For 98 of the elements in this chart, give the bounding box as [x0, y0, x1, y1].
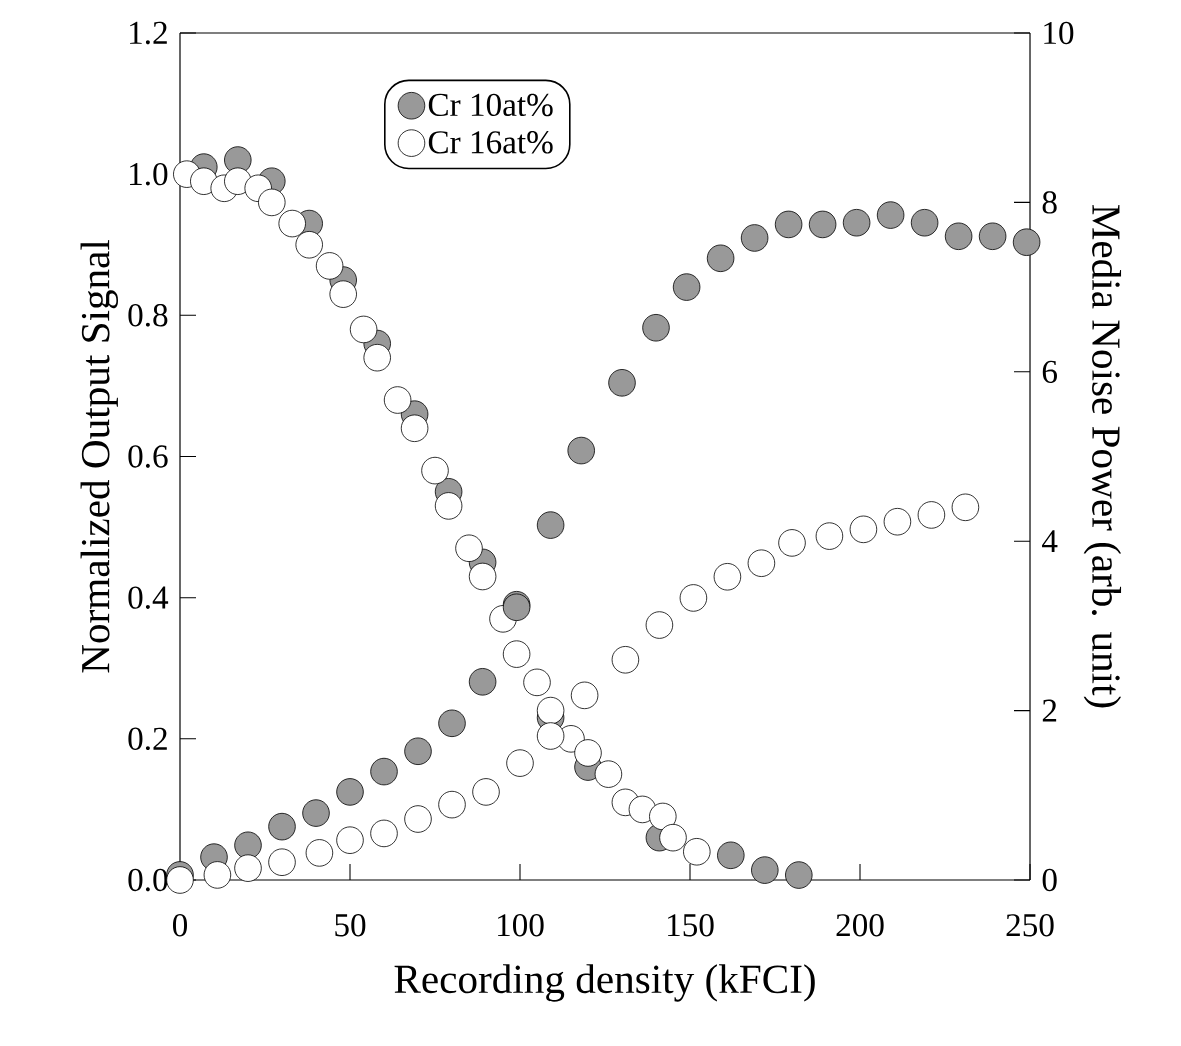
point [370, 757, 398, 786]
y-tick-label: 1.2 [130, 21, 167, 45]
point [1012, 228, 1041, 256]
point [567, 436, 595, 465]
point [315, 252, 344, 280]
legend-label: Cr 16at% [428, 131, 553, 154]
point [370, 819, 398, 848]
point [166, 866, 194, 894]
point [683, 838, 711, 866]
point [302, 799, 330, 827]
point [808, 210, 837, 239]
x-tick-label: 50 [335, 914, 366, 937]
point [751, 856, 779, 884]
y-tick-label: 0.0 [128, 868, 168, 892]
point [455, 534, 483, 562]
x-tick-label: 100 [498, 914, 544, 937]
point [594, 760, 623, 788]
point [295, 231, 323, 259]
point [336, 826, 364, 854]
point [944, 222, 973, 250]
point [305, 839, 334, 867]
point [628, 795, 657, 824]
y-axis-title: Normalized Output Signal [80, 239, 119, 673]
point [400, 414, 429, 442]
point [951, 493, 980, 522]
point [774, 210, 803, 239]
point [842, 208, 871, 237]
point [747, 549, 776, 577]
point [472, 778, 500, 806]
point [611, 646, 640, 674]
point [570, 681, 599, 710]
x-tick-label: 150 [668, 914, 714, 937]
point [438, 790, 466, 819]
point [849, 515, 878, 544]
point [717, 841, 745, 870]
y2-tick-label: 6 [1042, 360, 1057, 383]
y-tick-label: 1.0 [130, 162, 168, 186]
point [536, 696, 565, 725]
x-axis-title: Recording density (kFCI) [394, 964, 815, 1002]
y-tick-label: 0.4 [128, 586, 169, 609]
point [349, 315, 378, 344]
point [502, 640, 531, 668]
point [740, 224, 769, 252]
point [404, 737, 432, 765]
point [642, 314, 670, 342]
point [336, 778, 364, 806]
x-tick-label: 0 [172, 914, 188, 937]
point [190, 167, 218, 195]
point [536, 722, 565, 750]
y2-axis-title: Media Noise Power (arb. unit) [1083, 204, 1122, 708]
y-tick-label: 0.8 [128, 304, 168, 327]
point [713, 563, 742, 591]
point [203, 861, 232, 889]
x-tick-label: 200 [836, 914, 884, 937]
point [978, 222, 1007, 250]
point [659, 823, 687, 852]
x-tick-label: 250 [1006, 914, 1054, 937]
y2-tick-label: 4 [1042, 530, 1058, 553]
point [468, 668, 497, 696]
point [268, 848, 296, 876]
point [672, 273, 701, 301]
point [404, 805, 432, 833]
point [649, 802, 677, 831]
point [224, 167, 252, 195]
point [434, 492, 463, 520]
point [468, 562, 497, 591]
point [608, 369, 636, 397]
point [679, 584, 708, 612]
point [778, 529, 806, 557]
point [438, 709, 466, 738]
y-tick-label: 0.2 [128, 727, 167, 751]
point [234, 854, 262, 882]
point [363, 343, 391, 372]
point [815, 522, 844, 550]
y2-tick-label: 10 [1044, 21, 1074, 45]
point [268, 812, 296, 841]
point [506, 749, 534, 777]
point [706, 244, 735, 273]
point [910, 208, 939, 237]
point [917, 501, 946, 529]
y2-tick-label: 2 [1042, 699, 1057, 722]
point [383, 386, 412, 414]
point [329, 280, 357, 308]
point [523, 668, 551, 697]
point [421, 456, 449, 485]
point [785, 861, 813, 889]
point [258, 188, 286, 217]
legend-label: Cr 10at% [428, 93, 553, 117]
point [278, 209, 306, 238]
point [876, 201, 905, 229]
point [883, 507, 912, 536]
y2-tick-label: 8 [1042, 191, 1057, 214]
y-tick-label: 0.6 [128, 445, 168, 468]
point [234, 831, 262, 859]
point [574, 739, 602, 767]
y2-tick-label: 0 [1042, 868, 1057, 892]
point [645, 611, 674, 639]
point [536, 511, 565, 539]
